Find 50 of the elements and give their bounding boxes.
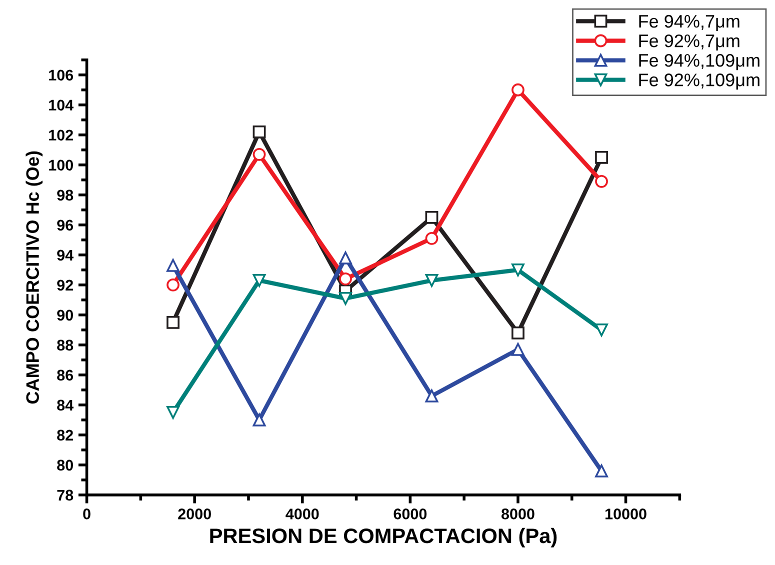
y-tick-label: 98 — [57, 190, 74, 201]
y-tick-label: 102 — [49, 130, 73, 141]
y-tick-label: 104 — [49, 100, 74, 111]
legend-label: Fe 94%,109μm — [639, 54, 760, 70]
x-tick-label: 8000 — [501, 508, 534, 520]
point — [166, 258, 180, 272]
y-tick-label: 106 — [49, 70, 74, 81]
point — [166, 278, 180, 292]
point — [425, 232, 438, 245]
y-tick-label: 90 — [57, 310, 73, 321]
y-tick-label: 96 — [57, 220, 74, 231]
point — [166, 406, 180, 419]
y-tick-label: 88 — [57, 340, 74, 351]
point — [339, 272, 352, 286]
point — [339, 292, 352, 305]
y-tick-label: 84 — [57, 400, 74, 411]
x-tick-label: 6000 — [394, 508, 427, 520]
y-tick-label: 80 — [57, 460, 73, 471]
point — [425, 389, 438, 402]
y-tick-label: 94 — [57, 250, 74, 261]
x-axis-title: PRESION DE COMPACTACION (Pa) — [210, 528, 557, 548]
point — [425, 274, 438, 287]
point — [339, 251, 352, 264]
point — [595, 323, 608, 336]
point — [252, 125, 266, 138]
point — [595, 174, 608, 188]
y-tick-label: 92 — [57, 280, 73, 291]
x-tick-label: 10000 — [606, 508, 646, 520]
point — [512, 83, 524, 96]
y-axis-title: CAMPO COERCITIVO Hc (Oe) — [26, 151, 43, 404]
y-tick-label: 86 — [57, 370, 74, 381]
point — [252, 413, 266, 426]
legend-label: Fe 94%,7μm — [639, 14, 740, 31]
x-tick-label: 2000 — [178, 508, 211, 520]
legend-label: Fe 92%,109μm — [639, 74, 760, 90]
point — [252, 274, 266, 287]
point — [425, 210, 438, 224]
y-tick-label: 78 — [57, 490, 74, 501]
y-tick-label: 82 — [57, 430, 73, 441]
point — [252, 148, 266, 161]
x-tick-label: 4000 — [286, 508, 319, 520]
point — [512, 326, 524, 340]
point — [595, 464, 608, 478]
y-tick-label: 100 — [49, 160, 73, 171]
point — [512, 342, 524, 356]
point — [166, 316, 180, 329]
x-tick-label: 0 — [83, 508, 90, 520]
point — [512, 263, 524, 276]
point — [595, 150, 608, 164]
legend-label: Fe 92%,7μm — [639, 34, 740, 51]
